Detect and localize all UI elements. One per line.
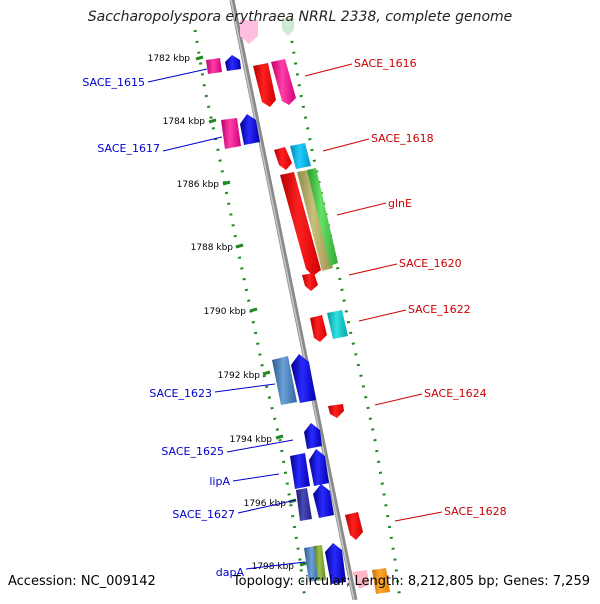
ruler: 1782 kbp 1784 kbp 1786 kbp 1788 kbp 1790…: [148, 54, 308, 572]
gene-label[interactable]: glnE: [388, 197, 412, 210]
gene-label-right[interactable]: SACE_1618: [322, 132, 434, 152]
gene-feature[interactable]: [206, 58, 222, 74]
gene-label-left[interactable]: SACE_1617: [97, 136, 223, 155]
ruler-tick-label: 1790 kbp: [204, 307, 247, 317]
gene-feature[interactable]: [314, 545, 326, 581]
gene-feature[interactable]: [313, 484, 334, 518]
gene-label[interactable]: SACE_1624: [424, 387, 487, 400]
gene-feature[interactable]: [372, 568, 390, 594]
leader-line: [147, 68, 208, 83]
ruler-tick-label: 1788 kbp: [191, 243, 234, 253]
gene-feature[interactable]: [221, 118, 241, 149]
gene-feature[interactable]: [352, 570, 369, 589]
gene-label[interactable]: SACE_1623: [149, 387, 212, 400]
gene-feature[interactable]: [328, 404, 344, 418]
gene-label[interactable]: SACE_1616: [354, 57, 417, 70]
gene-label[interactable]: SACE_1625: [161, 445, 224, 458]
gene-feature[interactable]: [272, 356, 297, 405]
gene-label[interactable]: SACE_1628: [444, 505, 507, 518]
ruler-tick: [235, 243, 244, 249]
leader-line: [245, 561, 306, 570]
gene-feature[interactable]: [310, 315, 327, 342]
ruler-tick: [222, 180, 231, 186]
leader-line: [322, 138, 370, 152]
gene-feature[interactable]: [271, 59, 296, 105]
gene-feature[interactable]: [309, 449, 329, 486]
ruler-tick-label: 1798 kbp: [252, 562, 295, 572]
leader-line: [358, 309, 407, 322]
leader-line: [336, 202, 387, 216]
leader-line: [214, 383, 276, 393]
ruler-tick: [275, 434, 284, 440]
ruler-tick-label: 1796 kbp: [244, 499, 287, 509]
gene-label[interactable]: dapA: [216, 566, 245, 579]
gene-feature[interactable]: [291, 354, 316, 403]
gene-label[interactable]: SACE_1618: [371, 132, 434, 145]
gene-label[interactable]: SACE_1627: [172, 508, 235, 521]
gene-feature[interactable]: [302, 273, 318, 291]
genome-backbone-highlight: [230, 0, 355, 601]
leader-line: [237, 499, 297, 514]
leader-line: [226, 439, 294, 453]
leader-line: [348, 263, 398, 276]
gene-label-left[interactable]: SACE_1623: [149, 383, 276, 400]
gene-label-right[interactable]: SACE_1620: [348, 257, 462, 276]
ruler-tick: [195, 55, 204, 61]
gene-label-right[interactable]: SACE_1622: [358, 303, 471, 322]
leader-line: [232, 473, 280, 482]
gene-feature[interactable]: [345, 512, 363, 540]
ruler-tick-label: 1794 kbp: [230, 435, 273, 445]
ruler-tick: [249, 307, 258, 313]
gene-feature[interactable]: [307, 168, 338, 266]
gene-feature[interactable]: [327, 310, 348, 339]
ruler-tick-label: 1786 kbp: [177, 180, 220, 190]
ruler-tick-label: 1792 kbp: [218, 371, 261, 381]
gene-feature[interactable]: [253, 63, 276, 107]
gene-label-left[interactable]: dapA: [216, 561, 306, 579]
gene-label-right[interactable]: SACE_1624: [374, 387, 487, 406]
gene-feature[interactable]: [297, 170, 333, 271]
gene-label[interactable]: SACE_1620: [399, 257, 462, 270]
gene-label-left[interactable]: lipA: [209, 473, 280, 488]
ruler-tick: [299, 561, 308, 567]
gene-label[interactable]: SACE_1622: [408, 303, 471, 316]
gene-feature[interactable]: [280, 172, 321, 276]
ruler-tick: [208, 118, 217, 124]
gene-feature[interactable]: [282, 18, 294, 36]
gene-label-right[interactable]: SACE_1628: [394, 505, 507, 522]
gene-label[interactable]: SACE_1615: [82, 76, 145, 89]
gene-feature[interactable]: [240, 114, 260, 145]
gene-label-right[interactable]: glnE: [336, 197, 412, 216]
accession-text: Accession: NC_009142: [8, 574, 156, 589]
gene-label-right[interactable]: SACE_1616: [304, 57, 417, 77]
gene-feature[interactable]: [240, 20, 258, 44]
gene-label[interactable]: lipA: [209, 475, 230, 488]
genome-summary-text: Topology: circular; Length: 8,212,805 bp…: [232, 574, 590, 589]
gene-feature[interactable]: [290, 453, 310, 489]
map-title: Saccharopolyspora erythraea NRRL 2338, c…: [87, 9, 513, 25]
genome-backbone: [229, 0, 358, 601]
ruler-tick-label: 1782 kbp: [148, 54, 191, 64]
leader-line: [374, 393, 423, 406]
gene-feature[interactable]: [290, 143, 311, 169]
leader-line: [162, 136, 223, 152]
leader-line: [304, 63, 353, 77]
gene-feature[interactable]: [325, 543, 346, 584]
gene-label-left[interactable]: SACE_1627: [172, 499, 297, 521]
leader-line: [394, 511, 443, 522]
ruler-tick-label: 1784 kbp: [163, 117, 206, 127]
gene-feature[interactable]: [304, 423, 322, 449]
gene-label-left[interactable]: SACE_1615: [82, 68, 208, 89]
gene-label[interactable]: SACE_1617: [97, 142, 160, 155]
gene-label-left[interactable]: SACE_1625: [161, 439, 294, 458]
gene-feature[interactable]: [274, 147, 292, 170]
ruler-tick: [262, 370, 271, 376]
gene-feature[interactable]: [225, 55, 241, 71]
gene-feature[interactable]: [296, 488, 312, 521]
